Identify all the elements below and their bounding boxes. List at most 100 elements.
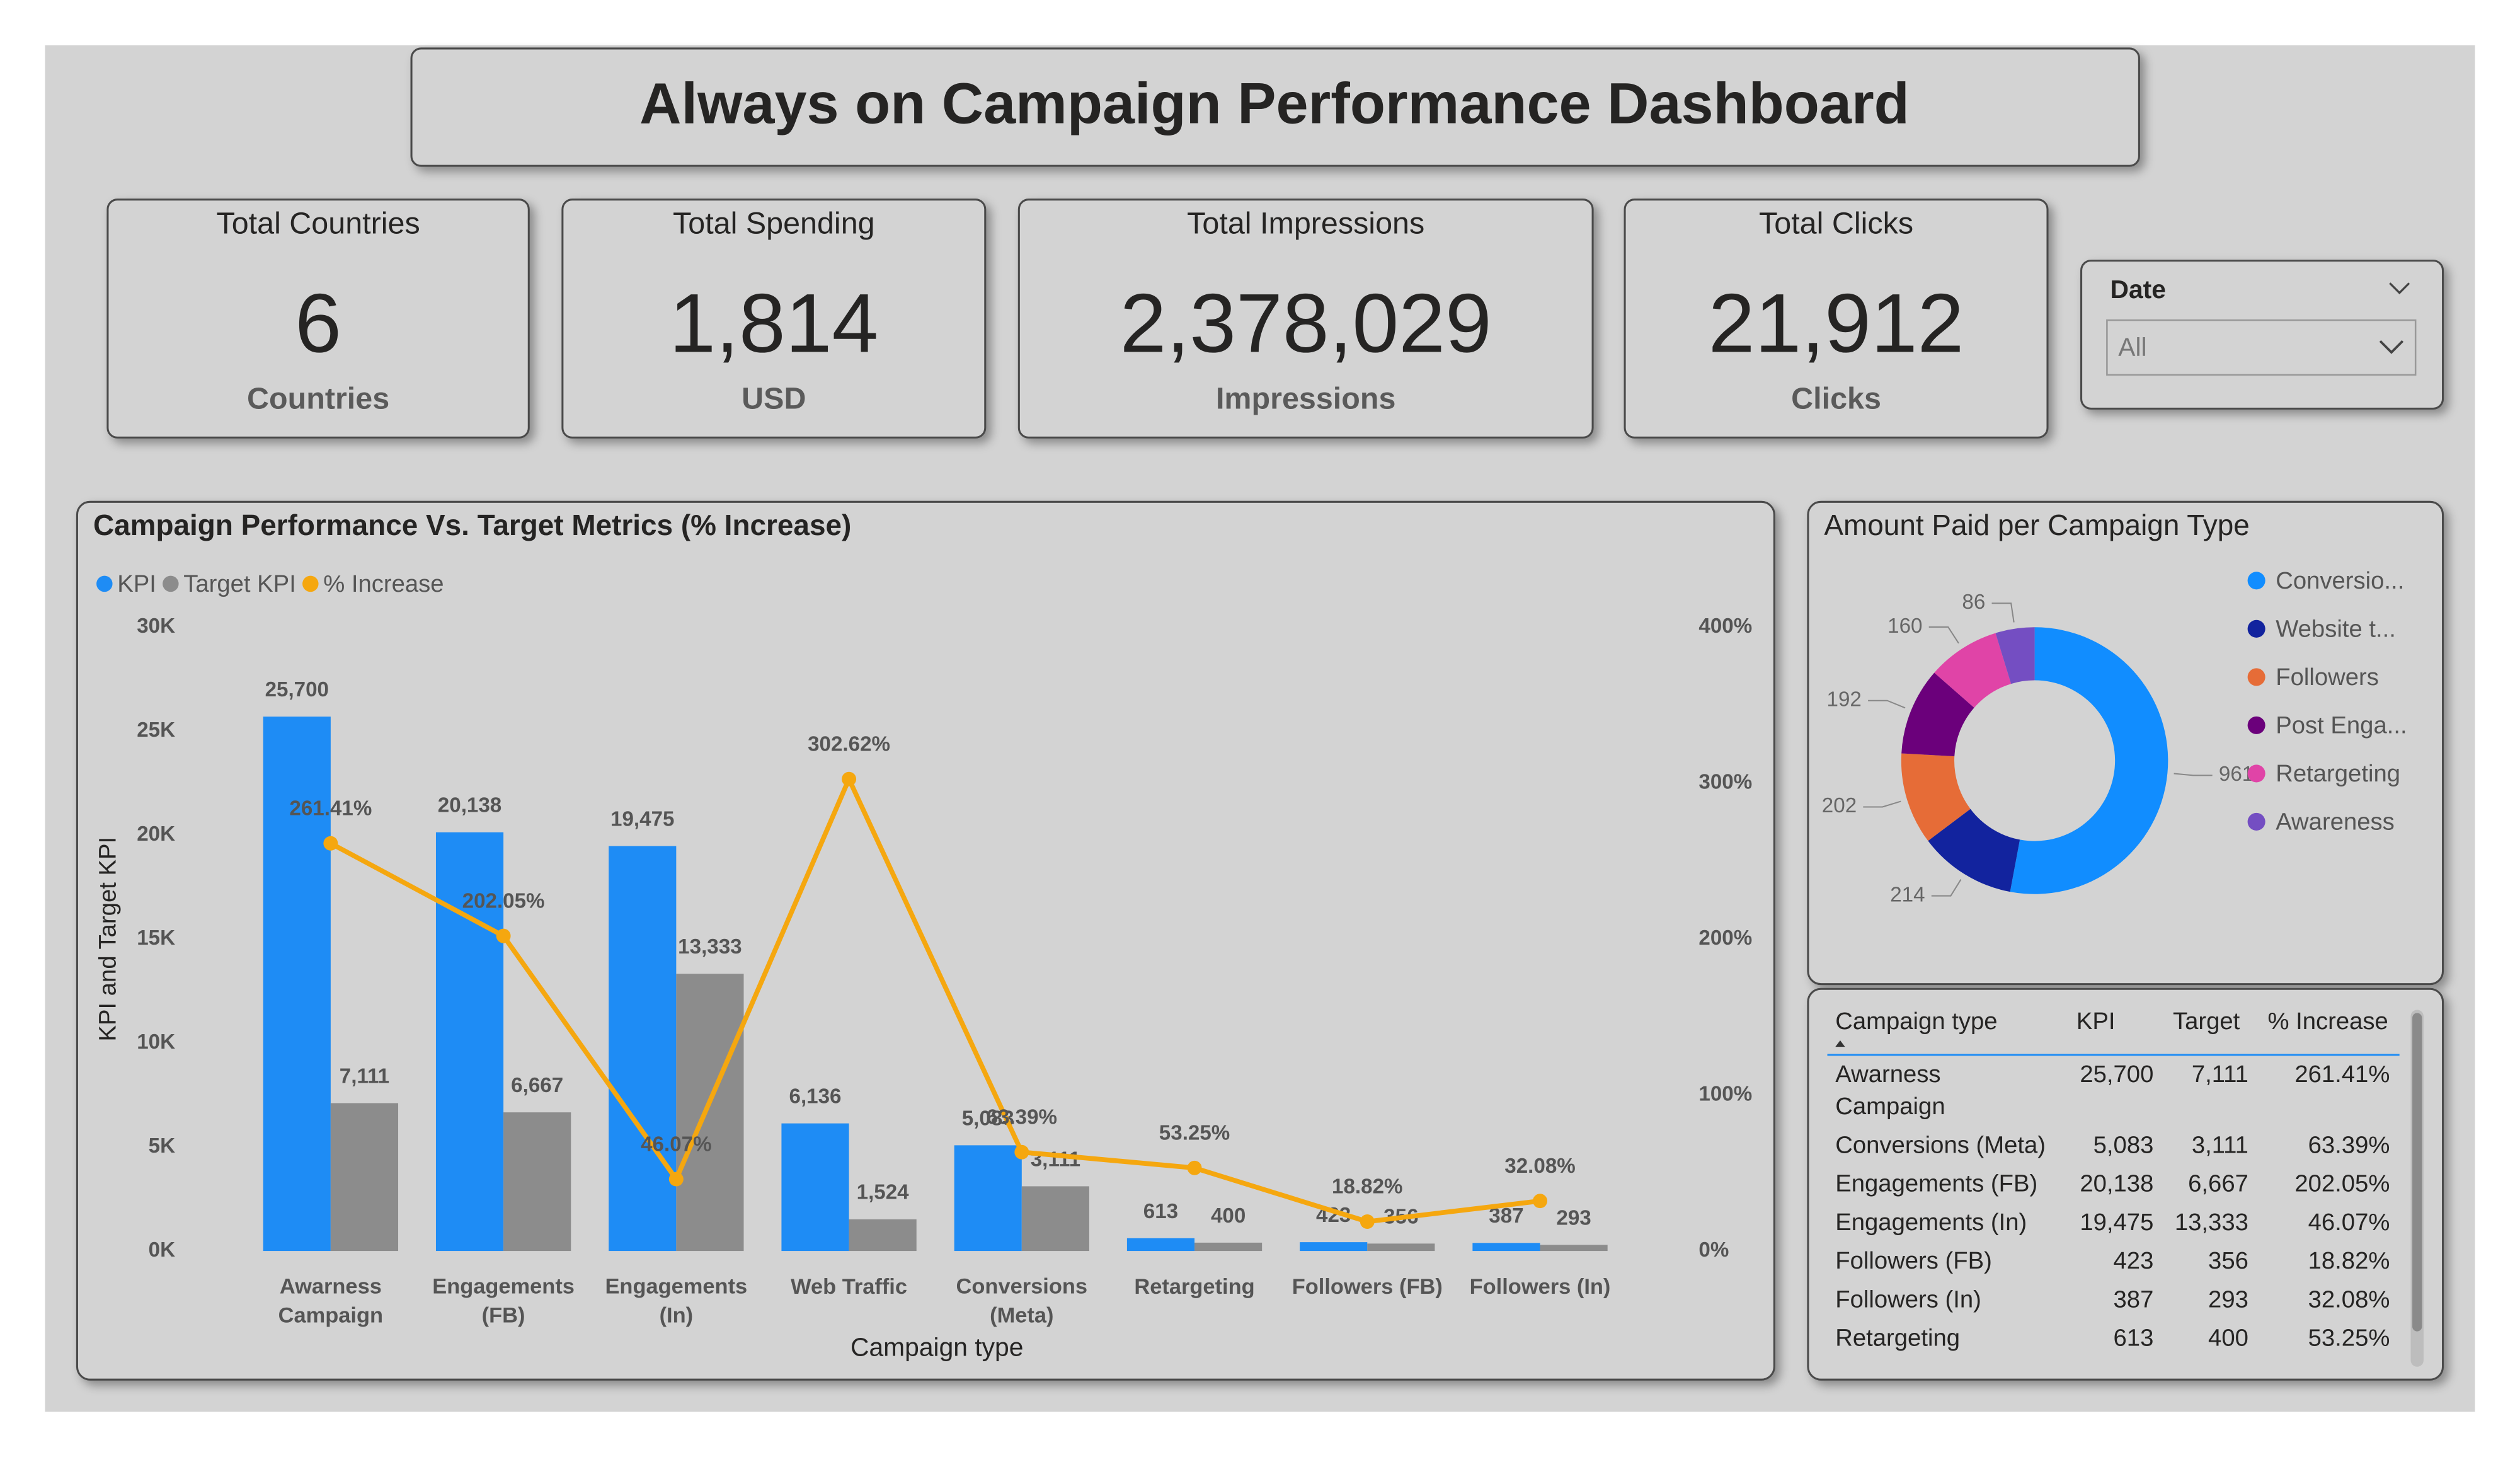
table-cell: 293 bbox=[2208, 1286, 2248, 1313]
bar bbox=[609, 846, 677, 1252]
table-cell: Conversions (Meta) bbox=[1835, 1131, 2046, 1158]
chart-title: Campaign Performance Vs. Target Metrics … bbox=[93, 509, 851, 541]
dropdown-chevron bbox=[2379, 340, 2404, 354]
legend-label: Website t... bbox=[2276, 615, 2396, 642]
card-title: Total Spending bbox=[673, 206, 875, 240]
legend-marker bbox=[2247, 716, 2265, 734]
line-label: 63.39% bbox=[987, 1105, 1057, 1129]
bar bbox=[849, 1219, 917, 1252]
legend-label: Followers bbox=[2276, 664, 2379, 691]
bar bbox=[263, 717, 331, 1252]
line-point bbox=[668, 1172, 684, 1187]
leader-line bbox=[2174, 773, 2213, 776]
bar-label: 1,524 bbox=[857, 1181, 910, 1204]
donut-slice bbox=[1901, 753, 1971, 841]
bar-label: 6,136 bbox=[789, 1085, 842, 1109]
slicer[interactable]: Date All bbox=[2080, 260, 2444, 410]
legend-label: KPI bbox=[117, 570, 156, 597]
legend-marker bbox=[96, 575, 113, 592]
card-value: 2,378,029 bbox=[1120, 277, 1492, 370]
slicer-title: Date bbox=[2110, 275, 2165, 304]
y2-tick-label: 300% bbox=[1698, 771, 1752, 794]
y2-tick-label: 0% bbox=[1698, 1238, 1729, 1262]
card-value: 1,814 bbox=[669, 277, 878, 370]
table-cell: 387 bbox=[2114, 1286, 2154, 1313]
table-cell: Followers (In) bbox=[1835, 1286, 1981, 1313]
table-cell: 5,083 bbox=[2093, 1131, 2154, 1158]
legend-marker bbox=[2247, 619, 2265, 638]
bar bbox=[781, 1123, 849, 1252]
table-cell: 25,700 bbox=[2080, 1061, 2153, 1088]
line-point bbox=[1014, 1144, 1029, 1160]
table-header: Target bbox=[2173, 1008, 2240, 1035]
bar bbox=[1126, 1238, 1195, 1252]
donut-slice bbox=[1995, 627, 2035, 684]
donut-slice bbox=[1934, 633, 2012, 708]
table-cell: 261.41% bbox=[2294, 1061, 2390, 1088]
bar-label: 400 bbox=[1211, 1204, 1246, 1228]
scrollbar-thumb[interactable] bbox=[2412, 1013, 2422, 1332]
table-cell: 18.82% bbox=[2308, 1247, 2390, 1274]
bar-label: 25,700 bbox=[265, 678, 329, 701]
y-tick-label: 5K bbox=[149, 1134, 175, 1158]
table-cell: 53.25% bbox=[2308, 1324, 2390, 1351]
slice-label: 202 bbox=[1822, 794, 1857, 817]
line-point bbox=[496, 928, 511, 943]
line-point bbox=[1187, 1160, 1202, 1175]
bar bbox=[1472, 1243, 1540, 1252]
card-value: 21,912 bbox=[1709, 277, 1964, 370]
table-cell: Retargeting bbox=[1835, 1324, 1960, 1351]
legend-label: Target KPI bbox=[183, 570, 296, 597]
table-cell: 613 bbox=[2114, 1324, 2154, 1351]
line bbox=[329, 773, 1540, 1224]
card-title: Total Clicks bbox=[1759, 206, 1913, 240]
x-tick-label: Conversions (Meta) bbox=[956, 1275, 1088, 1328]
kpi-card bbox=[561, 199, 987, 439]
x-tick-label: Followers (FB) bbox=[1292, 1275, 1443, 1299]
y-axis-title: KPI and Target KPI bbox=[94, 837, 122, 1042]
bar-label: 293 bbox=[1556, 1206, 1591, 1230]
legend-marker bbox=[2247, 668, 2265, 686]
table-panel bbox=[1807, 988, 2444, 1381]
y-tick-label: 25K bbox=[137, 718, 175, 742]
line-label: 202.05% bbox=[462, 889, 545, 913]
donut-slice bbox=[1901, 672, 1974, 757]
x-tick-label: Retargeting bbox=[1134, 1275, 1254, 1299]
bar bbox=[1300, 1242, 1368, 1252]
bar bbox=[503, 1112, 571, 1252]
line-label: 32.08% bbox=[1504, 1155, 1575, 1178]
card-unit: Countries bbox=[247, 381, 389, 415]
table-cell: 32.08% bbox=[2308, 1286, 2390, 1313]
leader-line bbox=[1991, 602, 2015, 623]
table-cell: 423 bbox=[2114, 1247, 2154, 1274]
table-header: Campaign type bbox=[1835, 1008, 1997, 1035]
slice-label: 192 bbox=[1827, 688, 1862, 711]
dashboard-title: Always on Campaign Performance Dashboard bbox=[639, 72, 1910, 136]
table-cell: Engagements (In) bbox=[1835, 1209, 2027, 1236]
bar bbox=[1021, 1186, 1089, 1252]
card-title: Total Countries bbox=[217, 206, 420, 240]
line-point bbox=[842, 771, 857, 786]
table-cell: Followers (FB) bbox=[1835, 1247, 1992, 1274]
y-tick-label: 15K bbox=[137, 926, 175, 950]
bar bbox=[1540, 1245, 1608, 1252]
bar bbox=[1367, 1243, 1435, 1252]
line-label: 302.62% bbox=[808, 732, 890, 756]
table-header: KPI bbox=[2076, 1008, 2116, 1035]
table-cell: 6,667 bbox=[2188, 1170, 2248, 1197]
slicer-dropdown[interactable] bbox=[2106, 319, 2417, 376]
y2-tick-label: 200% bbox=[1698, 926, 1752, 950]
bar bbox=[330, 1103, 399, 1252]
chart-title: Amount Paid per Campaign Type bbox=[1824, 509, 2249, 541]
legend-marker bbox=[2247, 764, 2265, 783]
slicer-collapse[interactable] bbox=[2389, 282, 2410, 295]
kpi-card bbox=[1017, 199, 1594, 439]
table-cell: 356 bbox=[2208, 1247, 2248, 1274]
bar-label: 613 bbox=[1143, 1200, 1178, 1223]
slice-label: 160 bbox=[1887, 614, 1922, 638]
line-point bbox=[1360, 1214, 1375, 1229]
y-tick-label: 30K bbox=[137, 614, 175, 638]
donut-slice bbox=[2010, 627, 2168, 894]
table-cell: 13,333 bbox=[2175, 1209, 2248, 1236]
